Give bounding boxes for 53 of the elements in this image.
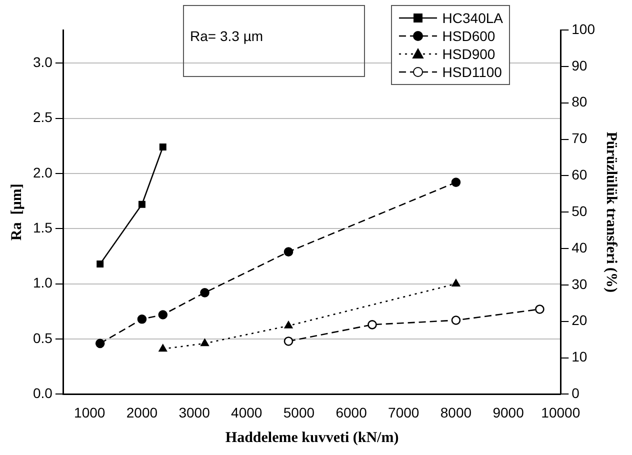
x-tick-label: 3000 bbox=[178, 404, 210, 420]
x-tick-label: 1000 bbox=[74, 404, 106, 420]
x-tick-label: 7000 bbox=[388, 404, 420, 420]
point bbox=[159, 144, 166, 150]
point bbox=[451, 178, 461, 187]
y2-tick-label: 60 bbox=[572, 166, 588, 183]
legend-label: HSD600 bbox=[442, 28, 496, 44]
point bbox=[284, 247, 294, 256]
x-tick-label: 10000 bbox=[541, 404, 580, 420]
x-tick-label: 6000 bbox=[336, 404, 368, 420]
y2-tick-label: 50 bbox=[572, 202, 588, 219]
y2-tick-label: 70 bbox=[572, 130, 588, 146]
y-tick-label: 1.0 bbox=[32, 274, 53, 291]
x-axis-title: Haddeleme kuvveti (kN/m) bbox=[225, 430, 399, 446]
legend-label: HSD1100 bbox=[442, 64, 502, 80]
y-tick-label: 2.5 bbox=[32, 109, 53, 126]
x-tick-label: 2000 bbox=[126, 404, 158, 420]
point bbox=[535, 304, 544, 314]
y2-axis-title: Pürüzlülük transferi (%) bbox=[603, 132, 620, 293]
x-tick-label: 8000 bbox=[440, 404, 472, 420]
point bbox=[138, 200, 146, 208]
y-tick-label: 0.5 bbox=[32, 330, 53, 346]
legend-label: HSD900 bbox=[442, 46, 496, 62]
point bbox=[368, 320, 377, 330]
y-tick-label: 0.0 bbox=[32, 385, 53, 402]
x-tick-label: 5000 bbox=[283, 404, 315, 420]
point bbox=[284, 336, 294, 346]
y2-tick-label: 0 bbox=[572, 385, 580, 402]
y2-tick-label: 90 bbox=[572, 57, 588, 74]
y2-tick-label: 20 bbox=[572, 312, 588, 328]
point bbox=[284, 321, 293, 328]
x-tick-label: 9000 bbox=[492, 404, 524, 420]
point bbox=[158, 344, 168, 352]
point bbox=[200, 288, 210, 298]
y2-tick-label: 100 bbox=[572, 20, 596, 37]
point bbox=[95, 338, 105, 348]
x-tick-label: 4000 bbox=[231, 404, 262, 420]
y-axis-title: Ra [µm] bbox=[8, 184, 25, 241]
point bbox=[137, 314, 147, 324]
y-tick-label: 3.0 bbox=[32, 54, 53, 70]
point bbox=[96, 260, 104, 268]
point bbox=[158, 310, 168, 320]
y2-tick-label: 10 bbox=[572, 348, 588, 365]
y2-tick-label: 40 bbox=[572, 239, 588, 256]
y-tick-label: 2.0 bbox=[32, 164, 53, 180]
note-box: Ra= 3.3 µm bbox=[183, 5, 365, 77]
y2-tick-label: 30 bbox=[572, 276, 588, 292]
legend-label: HC340LA bbox=[442, 10, 503, 26]
y-tick-label: 1.5 bbox=[32, 220, 53, 236]
point bbox=[200, 338, 209, 346]
point bbox=[451, 316, 461, 325]
y2-tick-label: 80 bbox=[572, 94, 588, 110]
point bbox=[452, 279, 460, 286]
